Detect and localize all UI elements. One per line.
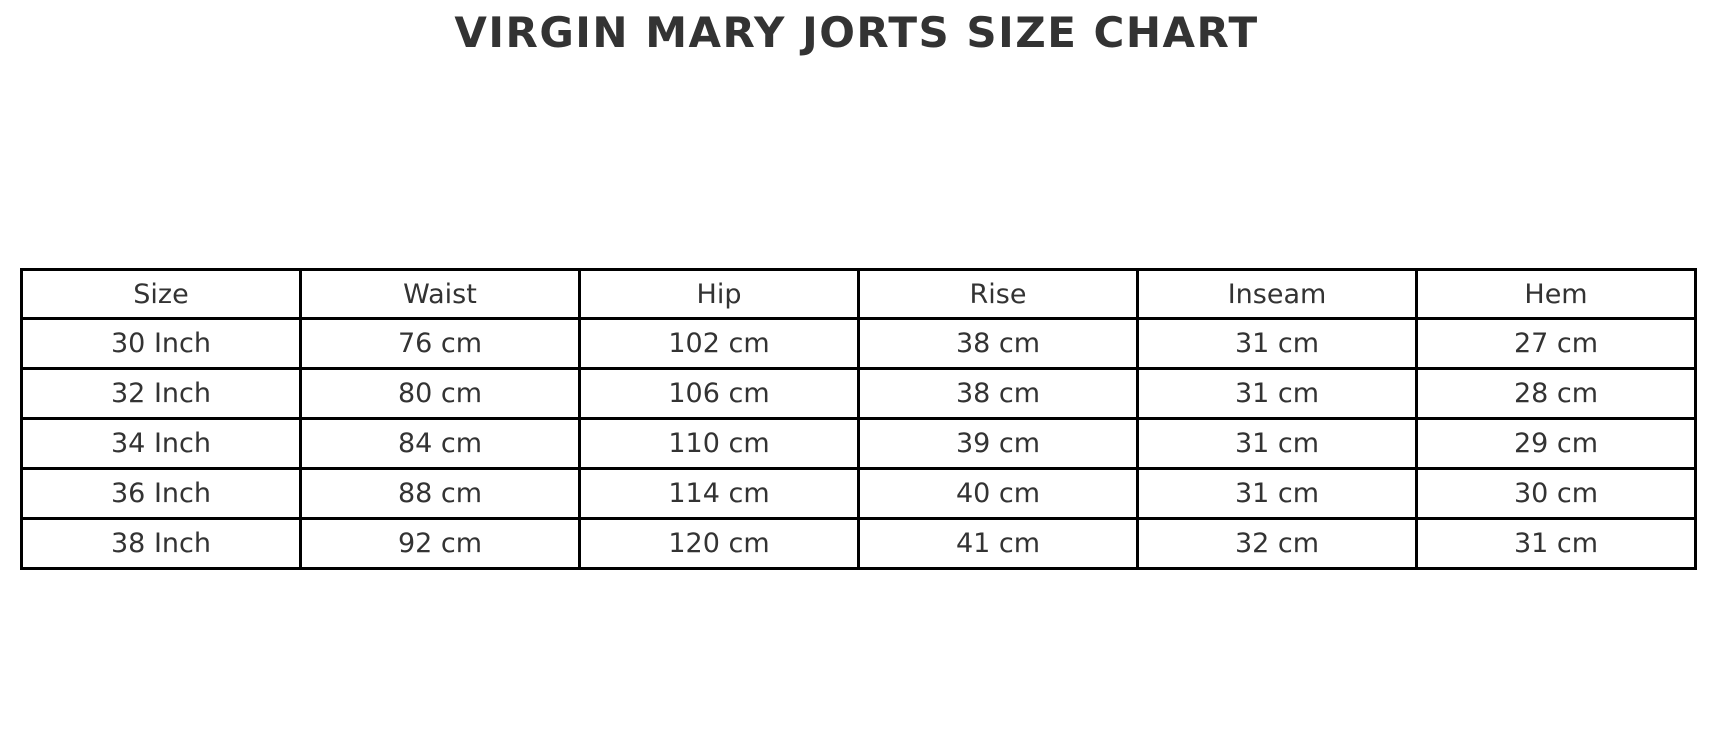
cell-size: 32 Inch	[20, 367, 302, 420]
table-row-32-inch: 32 Inch 80 cm 106 cm 38 cm 31 cm 28 cm	[20, 367, 1697, 420]
cell-hem: 28 cm	[1415, 367, 1697, 420]
table-row-36-inch: 36 Inch 88 cm 114 cm 40 cm 31 cm 30 cm	[20, 467, 1697, 520]
column-header-rise: Rise	[857, 268, 1139, 320]
cell-hip: 120 cm	[578, 517, 860, 570]
cell-rise: 38 cm	[857, 367, 1139, 420]
table-row-34-inch: 34 Inch 84 cm 110 cm 39 cm 31 cm 29 cm	[20, 417, 1697, 470]
cell-waist: 84 cm	[299, 417, 581, 470]
cell-inseam: 31 cm	[1136, 467, 1418, 520]
cell-size: 34 Inch	[20, 417, 302, 470]
table-row-38-inch: 38 Inch 92 cm 120 cm 41 cm 32 cm 31 cm	[20, 517, 1697, 570]
cell-waist: 88 cm	[299, 467, 581, 520]
column-header-hip: Hip	[578, 268, 860, 320]
cell-waist: 80 cm	[299, 367, 581, 420]
table-row-30-inch: 30 Inch 76 cm 102 cm 38 cm 31 cm 27 cm	[20, 317, 1697, 370]
cell-waist: 76 cm	[299, 317, 581, 370]
cell-waist: 92 cm	[299, 517, 581, 570]
column-header-waist: Waist	[299, 268, 581, 320]
cell-inseam: 32 cm	[1136, 517, 1418, 570]
cell-size: 30 Inch	[20, 317, 302, 370]
cell-inseam: 31 cm	[1136, 317, 1418, 370]
cell-rise: 39 cm	[857, 417, 1139, 470]
cell-hip: 110 cm	[578, 417, 860, 470]
cell-inseam: 31 cm	[1136, 417, 1418, 470]
cell-hem: 31 cm	[1415, 517, 1697, 570]
cell-hip: 114 cm	[578, 467, 860, 520]
page-title: VIRGIN MARY JORTS SIZE CHART	[454, 8, 1259, 57]
cell-size: 38 Inch	[20, 517, 302, 570]
cell-size: 36 Inch	[20, 467, 302, 520]
column-header-hem: Hem	[1415, 268, 1697, 320]
cell-hip: 102 cm	[578, 317, 860, 370]
cell-hip: 106 cm	[578, 367, 860, 420]
size-chart-table: Size Waist Hip Rise Inseam Hem 30 Inch 7…	[20, 268, 1697, 570]
cell-inseam: 31 cm	[1136, 367, 1418, 420]
table-header-row: Size Waist Hip Rise Inseam Hem	[20, 268, 1697, 320]
cell-rise: 38 cm	[857, 317, 1139, 370]
cell-hem: 29 cm	[1415, 417, 1697, 470]
cell-rise: 40 cm	[857, 467, 1139, 520]
column-header-size: Size	[20, 268, 302, 320]
cell-hem: 30 cm	[1415, 467, 1697, 520]
column-header-inseam: Inseam	[1136, 268, 1418, 320]
cell-rise: 41 cm	[857, 517, 1139, 570]
cell-hem: 27 cm	[1415, 317, 1697, 370]
